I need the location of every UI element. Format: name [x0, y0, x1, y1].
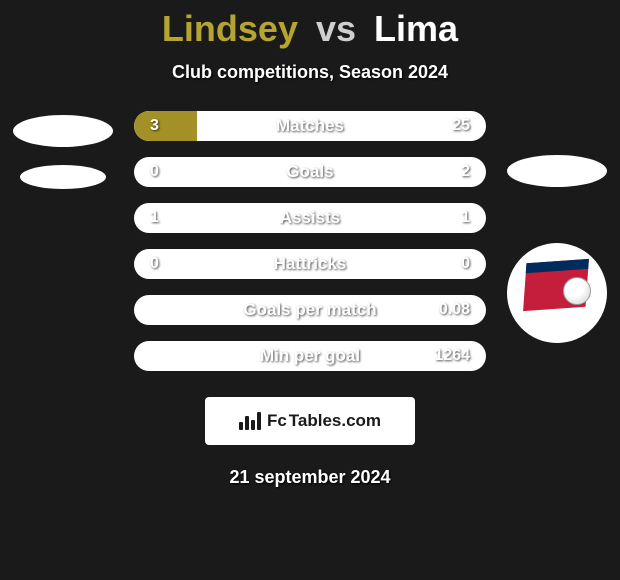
- bar-value-right: 25: [452, 117, 470, 135]
- avatar-placeholder: [507, 155, 607, 187]
- brand-post: Tables.com: [289, 411, 381, 431]
- stat-bar: Min per goal1264: [134, 341, 486, 371]
- vs-label: vs: [316, 8, 356, 49]
- stat-bar: 0Hattricks0: [134, 249, 486, 279]
- bar-label: Goals per match: [134, 300, 486, 320]
- stats-bars: 3Matches250Goals21Assists10Hattricks0Goa…: [134, 111, 486, 371]
- player-right-name: Lima: [374, 8, 458, 49]
- bar-label: Goals: [134, 162, 486, 182]
- comparison-card: Lindsey vs Lima Club competitions, Seaso…: [0, 0, 620, 488]
- bar-label: Hattricks: [134, 254, 486, 274]
- avatar-placeholder: [13, 115, 113, 147]
- stat-bar: 3Matches25: [134, 111, 486, 141]
- bar-label: Matches: [134, 116, 486, 136]
- bars-icon: [239, 412, 261, 430]
- bar-value-right: 2: [461, 163, 470, 181]
- left-avatars: [8, 111, 118, 189]
- stat-bar: 0Goals2: [134, 157, 486, 187]
- right-avatars: [502, 111, 612, 343]
- avatar-placeholder: [20, 165, 106, 189]
- player-left-name: Lindsey: [162, 8, 298, 49]
- bar-value-right: 0: [461, 255, 470, 273]
- content-row: 3Matches250Goals21Assists10Hattricks0Goa…: [0, 111, 620, 371]
- bar-label: Assists: [134, 208, 486, 228]
- bar-value-right: 1: [461, 209, 470, 227]
- stat-bar: 1Assists1: [134, 203, 486, 233]
- stat-bar: Goals per match0.08: [134, 295, 486, 325]
- brand-pre: Fc: [267, 411, 287, 431]
- page-title: Lindsey vs Lima: [0, 8, 620, 50]
- subtitle: Club competitions, Season 2024: [0, 62, 620, 83]
- date-label: 21 september 2024: [0, 467, 620, 488]
- brand-badge[interactable]: FcTables.com: [205, 397, 415, 445]
- bar-value-right: 1264: [434, 347, 470, 365]
- bar-value-right: 0.08: [439, 301, 470, 319]
- club-badge: [507, 243, 607, 343]
- ball-icon: [563, 277, 591, 305]
